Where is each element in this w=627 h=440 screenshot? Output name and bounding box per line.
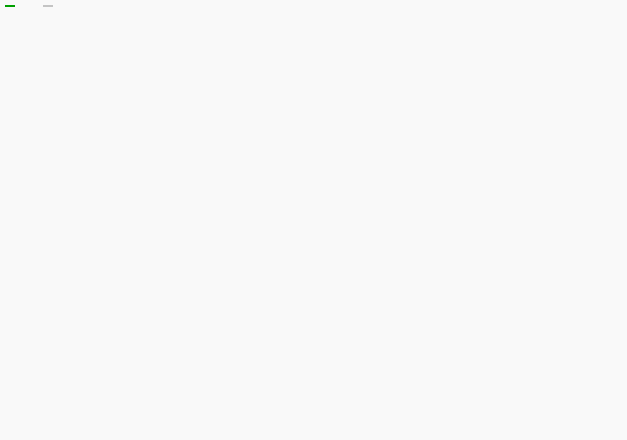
ma20-legend-swatch [5,5,15,8]
bbands-legend-swatch [43,5,53,8]
legend-ma20 [2,2,18,12]
legend-bbands [40,2,56,12]
